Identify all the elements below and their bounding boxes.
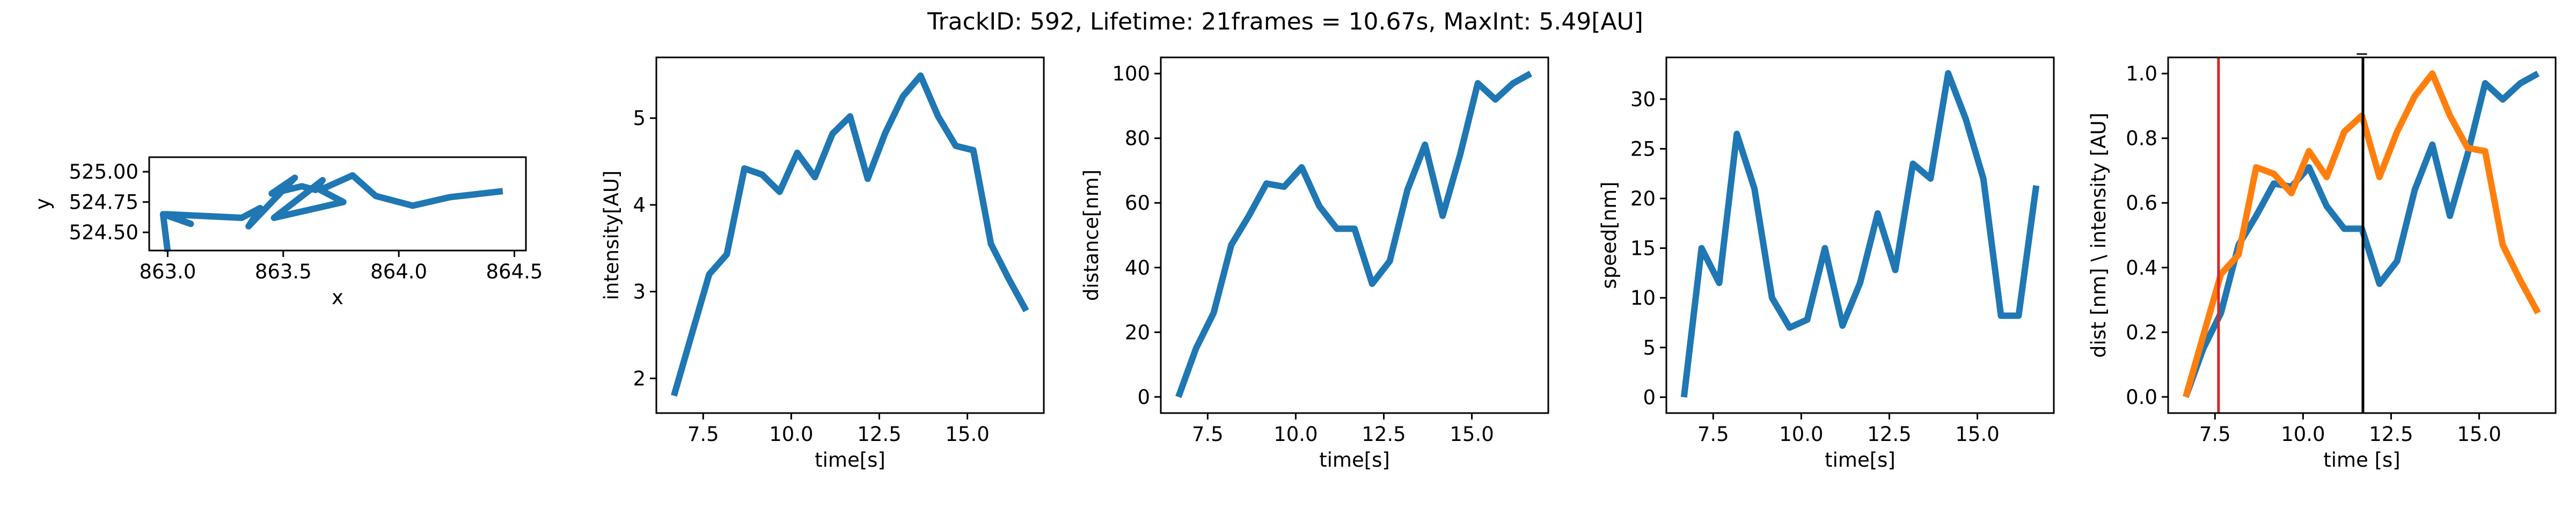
y-tick-label: 0.8 xyxy=(2126,127,2157,150)
y-tick-label: 524.75 xyxy=(69,191,138,214)
y-axis-label: dist [nm] \ intensity [AU] xyxy=(2087,113,2110,358)
y-tick-label: 0.0 xyxy=(2126,386,2157,409)
x-tick-label: 15.0 xyxy=(1450,423,1494,446)
y-tick-label: 5 xyxy=(1643,336,1656,359)
y-tick-label: 0.4 xyxy=(2126,256,2157,279)
y-tick-label: 15 xyxy=(1630,237,1656,260)
y-tick-label: 0 xyxy=(1137,386,1150,409)
series-line-0 xyxy=(1680,70,2040,398)
x-tick-label: 15.0 xyxy=(2457,423,2501,446)
x-tick-label: 863.0 xyxy=(139,260,196,283)
x-tick-label: 7.5 xyxy=(1192,423,1224,446)
y-tick-label: 0.6 xyxy=(2126,192,2157,215)
y-tick-label: 20 xyxy=(1630,187,1656,210)
y-tick-label: 10 xyxy=(1630,286,1656,310)
panel-title: _ xyxy=(2357,32,2367,55)
x-tick-label: 863.5 xyxy=(255,260,312,283)
panel-distance: 7.5 10.0 12.5 15.0 0 20 40 60 80 100 time[s] distan… xyxy=(1080,56,1549,472)
panel-intensity: 7.5 10.0 12.5 15.0 2 3 4 5 time[s] intensity[AU] xyxy=(600,56,1045,472)
x-tick-label: 10.0 xyxy=(1779,423,1823,446)
x-tick-label: 864.0 xyxy=(370,260,427,283)
series-line-0 xyxy=(159,172,503,253)
y-tick-label: 524.50 xyxy=(69,221,138,244)
y-axis-label: intensity[AU] xyxy=(600,171,623,300)
y-tick-label: 0 xyxy=(1643,386,1656,409)
y-tick-label: 60 xyxy=(1125,192,1150,215)
x-tick-label: 10.0 xyxy=(769,423,813,446)
x-tick-label: 7.5 xyxy=(1697,423,1729,446)
axes-frame xyxy=(1160,56,1549,414)
y-tick-label: 525.00 xyxy=(69,160,138,183)
x-tick-label: 7.5 xyxy=(687,423,719,446)
y-axis-label: y xyxy=(31,198,54,210)
y-tick-label: 25 xyxy=(1630,137,1656,160)
y-tick-label: 80 xyxy=(1125,127,1150,150)
figure-title: TrackID: 592, Lifetime: 21frames = 10.67… xyxy=(927,8,1643,35)
x-axis-label: x xyxy=(332,286,343,309)
y-tick-label: 3 xyxy=(633,281,646,304)
y-tick-label: 5 xyxy=(633,107,646,130)
y-tick-label: 0.2 xyxy=(2126,321,2157,344)
panel-xy-trajectory: 863.0 863.5 864.0 864.5 524.50 524.75 525.00 x y xyxy=(31,156,543,309)
y-tick-label: 20 xyxy=(1125,321,1150,344)
series-line-0 xyxy=(1175,70,1533,398)
y-tick-label: 40 xyxy=(1125,256,1150,279)
x-tick-label: 864.5 xyxy=(486,260,543,283)
y-tick-label: 2 xyxy=(633,367,646,390)
axes-frame xyxy=(2167,56,2557,414)
y-tick-label: 100 xyxy=(1112,62,1150,85)
x-axis-label: time [s] xyxy=(2323,448,2401,472)
axes-frame xyxy=(1665,56,2055,414)
y-axis-label: distance[nm] xyxy=(1080,170,1103,301)
panel-speed: 7.5 10.0 12.5 15.0 0 5 10 15 20 25 30 time[s] speed[… xyxy=(1598,56,2055,472)
x-tick-label: 10.0 xyxy=(1274,423,1318,446)
series-line-0 xyxy=(671,72,1029,397)
x-tick-label: 7.5 xyxy=(2199,423,2231,446)
x-tick-label: 12.5 xyxy=(2369,423,2413,446)
x-tick-label: 15.0 xyxy=(1955,423,1999,446)
panel-normalized: 7.5 10.0 12.5 15.0 0.0 0.2 0.4 0.6 0.8 1.0 time [s… xyxy=(2087,32,2557,472)
y-axis-label: speed[nm] xyxy=(1598,181,1621,289)
y-tick-label: 4 xyxy=(633,194,646,217)
x-tick-label: 12.5 xyxy=(1867,423,1911,446)
x-axis-label: time[s] xyxy=(815,448,885,472)
x-tick-label: 12.5 xyxy=(857,423,901,446)
x-axis-label: time[s] xyxy=(1319,448,1390,472)
x-tick-label: 12.5 xyxy=(1362,423,1406,446)
x-tick-label: 15.0 xyxy=(945,423,989,446)
y-tick-label: 30 xyxy=(1630,88,1656,111)
axes-frame xyxy=(655,56,1045,414)
x-axis-label: time[s] xyxy=(1825,448,1896,472)
x-tick-label: 10.0 xyxy=(2281,423,2325,446)
axes-frame xyxy=(148,156,527,252)
y-tick-label: 1.0 xyxy=(2126,62,2157,85)
